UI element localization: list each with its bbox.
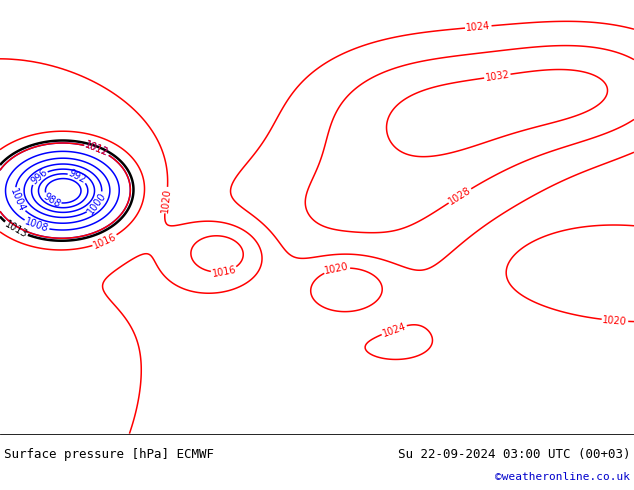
Text: 988: 988 <box>41 191 62 209</box>
Text: Surface pressure [hPa] ECMWF: Surface pressure [hPa] ECMWF <box>4 448 214 461</box>
Text: 1024: 1024 <box>465 21 491 33</box>
Text: 992: 992 <box>67 168 88 186</box>
Text: 1000: 1000 <box>86 191 108 217</box>
Text: 996: 996 <box>29 167 49 187</box>
Text: 1008: 1008 <box>23 217 49 235</box>
Text: 1020: 1020 <box>602 315 628 326</box>
Text: 1016: 1016 <box>92 231 118 250</box>
Text: 1016: 1016 <box>211 264 237 279</box>
Text: 1012: 1012 <box>84 140 110 159</box>
Text: 1032: 1032 <box>484 70 510 83</box>
Text: 1004: 1004 <box>8 187 27 213</box>
Text: Su 22-09-2024 03:00 UTC (00+03): Su 22-09-2024 03:00 UTC (00+03) <box>398 448 630 461</box>
Text: ©weatheronline.co.uk: ©weatheronline.co.uk <box>495 472 630 482</box>
Text: 1012: 1012 <box>84 140 110 159</box>
Text: 1013: 1013 <box>3 219 29 240</box>
Text: 1020: 1020 <box>324 262 350 276</box>
Text: 1020: 1020 <box>160 187 172 213</box>
Text: 1024: 1024 <box>381 321 407 339</box>
Text: 1028: 1028 <box>447 185 473 207</box>
